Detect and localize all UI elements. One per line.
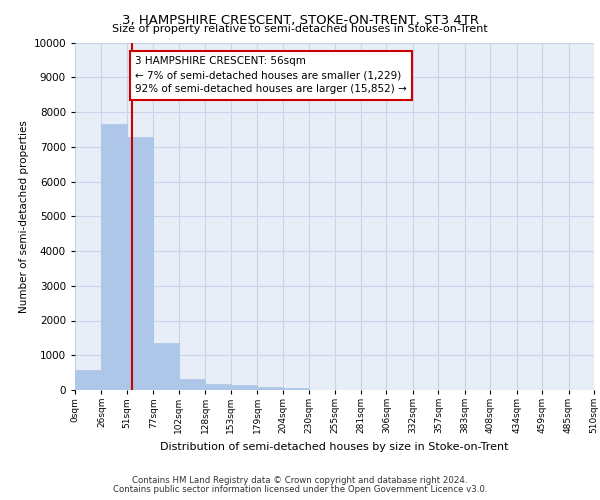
- Text: Size of property relative to semi-detached houses in Stoke-on-Trent: Size of property relative to semi-detach…: [112, 24, 488, 34]
- Bar: [154, 342, 179, 390]
- Bar: [75, 370, 101, 390]
- Bar: [127, 137, 154, 390]
- Bar: [101, 124, 127, 390]
- Bar: [257, 386, 283, 390]
- Bar: [179, 379, 205, 390]
- Text: Contains public sector information licensed under the Open Government Licence v3: Contains public sector information licen…: [113, 485, 487, 494]
- Text: 3, HAMPSHIRE CRESCENT, STOKE-ON-TRENT, ST3 4TR: 3, HAMPSHIRE CRESCENT, STOKE-ON-TRENT, S…: [121, 14, 479, 27]
- Bar: [205, 384, 230, 390]
- Bar: [283, 388, 309, 390]
- Text: Contains HM Land Registry data © Crown copyright and database right 2024.: Contains HM Land Registry data © Crown c…: [132, 476, 468, 485]
- Y-axis label: Number of semi-detached properties: Number of semi-detached properties: [19, 120, 29, 312]
- X-axis label: Distribution of semi-detached houses by size in Stoke-on-Trent: Distribution of semi-detached houses by …: [160, 442, 509, 452]
- Bar: [230, 386, 257, 390]
- Text: 3 HAMPSHIRE CRESCENT: 56sqm
← 7% of semi-detached houses are smaller (1,229)
92%: 3 HAMPSHIRE CRESCENT: 56sqm ← 7% of semi…: [135, 56, 407, 94]
